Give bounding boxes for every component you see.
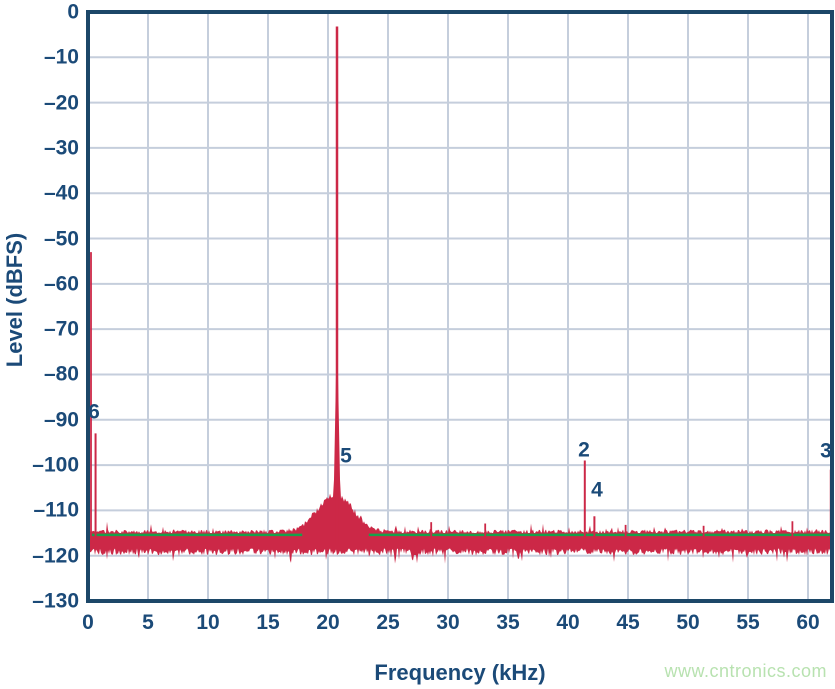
y-axis-title: Level (dBFS): [2, 232, 27, 368]
x-tick-label: 35: [496, 611, 520, 634]
y-tick-label: –20: [43, 91, 79, 115]
x-tick-label: 15: [256, 611, 280, 634]
y-tick-label: –50: [43, 227, 79, 251]
y-tick-label: –90: [43, 408, 79, 432]
x-tick-label: 25: [376, 611, 400, 634]
y-tick-label: –10: [43, 45, 79, 69]
x-tick-label: 30: [436, 611, 460, 634]
y-tick-label: –60: [43, 272, 79, 296]
y-tick-label: –70: [43, 317, 79, 341]
x-tick-label: 50: [676, 611, 700, 634]
x-tick-label: 5: [142, 611, 154, 634]
y-tick-label: –110: [33, 498, 79, 522]
y-tick-label: –40: [43, 181, 79, 205]
x-tick-label: 55: [736, 611, 760, 634]
x-tick-label: 20: [316, 611, 340, 634]
noise-floor-trace: [89, 351, 831, 564]
gridlines: [88, 12, 832, 601]
x-tick-label: 40: [556, 611, 580, 634]
y-tick-label: 0: [67, 0, 79, 24]
x-axis-title: Frequency (kHz): [374, 660, 546, 685]
y-tick-label: –80: [43, 362, 79, 386]
watermark-text: www.cntronics.com: [664, 661, 827, 681]
x-tick-label: 10: [196, 611, 220, 634]
x-tick-label: 45: [616, 611, 640, 634]
y-tick-label: –130: [32, 589, 79, 613]
y-tick-label: –120: [32, 544, 79, 568]
x-tick-label: 0: [82, 611, 94, 634]
plot-border: [86, 10, 834, 603]
peak-label-4: 4: [591, 478, 603, 502]
y-tick-label: –100: [32, 453, 79, 477]
peak-label-3: 3: [820, 439, 832, 463]
x-tick-label: 60: [796, 611, 820, 634]
y-tick-label: –30: [43, 136, 79, 160]
peak-label-2: 2: [578, 438, 590, 462]
peak-label-6: 6: [88, 400, 100, 424]
peak-label-5: 5: [340, 444, 352, 468]
